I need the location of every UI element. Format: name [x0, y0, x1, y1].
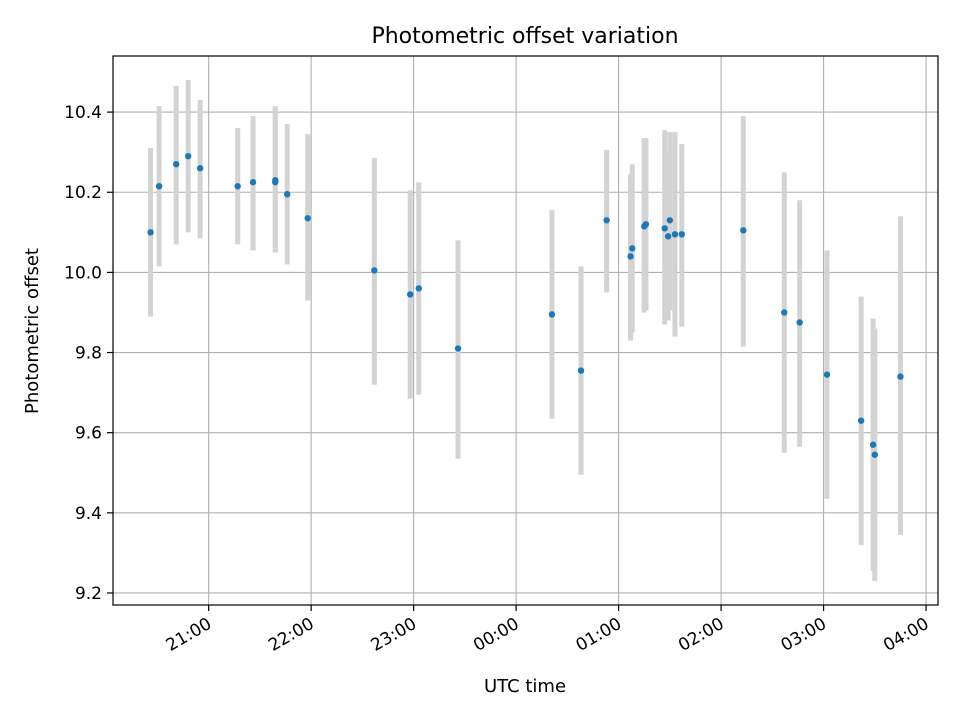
- y-tick-label: 9.6: [75, 424, 102, 444]
- data-point: [407, 291, 414, 298]
- y-axis: 9.2 9.4 9.6 9.8 10.0 10.2 10.4: [64, 103, 113, 604]
- y-tick-label: 9.4: [75, 504, 102, 524]
- data-point: [172, 160, 180, 168]
- data-point: [603, 217, 610, 224]
- data-point: [371, 267, 378, 274]
- data-point: [871, 451, 879, 458]
- y-tick-label: 9.2: [75, 584, 102, 604]
- data-points: [147, 152, 904, 458]
- data-point: [415, 285, 422, 292]
- data-point: [629, 245, 636, 252]
- data-point: [249, 179, 257, 186]
- data-point: [548, 311, 556, 318]
- data-point: [284, 191, 291, 198]
- data-point: [196, 165, 204, 172]
- data-point: [155, 183, 163, 190]
- data-point: [661, 225, 668, 232]
- data-point: [454, 345, 462, 352]
- data-point: [678, 231, 685, 238]
- data-point: [796, 319, 803, 326]
- data-point: [664, 233, 672, 240]
- y-tick-label: 9.8: [75, 344, 102, 364]
- plot-area-frame: [112, 55, 939, 606]
- data-point: [304, 215, 311, 222]
- data-point: [642, 221, 650, 228]
- data-point: [857, 417, 865, 424]
- data-point: [781, 309, 788, 316]
- data-point: [823, 371, 831, 378]
- y-tick-label: 10.4: [64, 103, 102, 123]
- y-tick-label: 10.0: [64, 263, 102, 283]
- data-point: [869, 441, 877, 448]
- y-tick-label: 10.2: [64, 183, 102, 203]
- chart-title: Photometric offset variation: [371, 24, 678, 49]
- data-point: [740, 227, 747, 234]
- data-point: [627, 253, 634, 260]
- x-axis-label: UTC time: [484, 676, 566, 697]
- data-point: [671, 231, 679, 238]
- data-point: [666, 217, 674, 224]
- data-point: [234, 183, 241, 190]
- data-point: [272, 179, 279, 186]
- data-point: [577, 367, 585, 374]
- data-point: [897, 373, 904, 380]
- data-point: [184, 152, 192, 160]
- y-axis-label: Photometric offset: [22, 248, 43, 414]
- data-point: [147, 229, 154, 236]
- grid: [113, 56, 938, 605]
